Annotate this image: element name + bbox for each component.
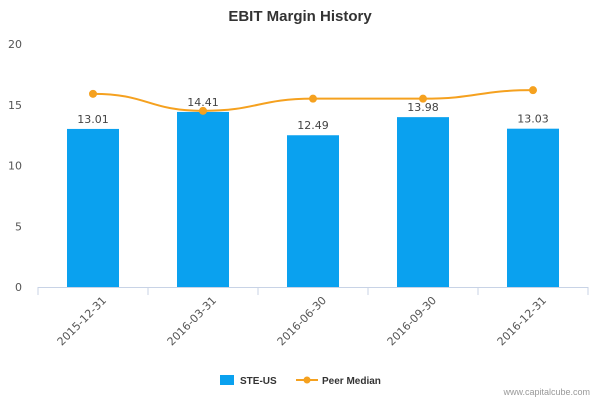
bar: [67, 128, 119, 287]
credit-text: www.capitalcube.com: [502, 387, 590, 397]
y-axis: 0 5 10 15 20: [8, 38, 22, 294]
peer-median-point: [419, 94, 427, 103]
y-tick-label: 0: [15, 281, 22, 294]
bar: [397, 117, 449, 287]
legend-swatch-ste-us: [220, 375, 234, 385]
data-labels: 13.01 14.41 12.49 13.98 13.03: [77, 96, 549, 132]
x-tick-label: 2016-06-30: [275, 294, 329, 348]
x-tick-label: 2016-09-30: [385, 294, 439, 348]
x-tick-label: 2016-03-31: [165, 294, 219, 348]
bar-data-label: 13.98: [407, 101, 439, 114]
chart-title: EBIT Margin History: [228, 8, 372, 25]
bar-data-label: 12.49: [297, 119, 329, 132]
bar: [507, 128, 559, 287]
x-axis: 2015-12-31 2016-03-31 2016-06-30 2016-09-30…: [37, 287, 589, 348]
y-tick-label: 10: [8, 160, 22, 173]
legend-label-ste-us: STE-US: [240, 376, 277, 387]
bar: [177, 111, 229, 287]
y-tick-label: 20: [8, 38, 22, 51]
peer-median-point: [309, 94, 317, 103]
x-tick-label: 2016-12-31: [495, 294, 549, 348]
y-tick-label: 15: [8, 99, 22, 112]
legend-label-peer-median: Peer Median: [322, 376, 381, 387]
legend-marker-peer-median: [303, 376, 311, 384]
y-tick-label: 5: [15, 220, 22, 233]
peer-median-point: [89, 89, 97, 98]
legend[interactable]: STE-US Peer Median: [220, 375, 381, 387]
x-tick-label: 2015-12-31: [55, 294, 109, 348]
bar-data-label: 14.41: [187, 96, 219, 109]
bar-data-label: 13.01: [77, 113, 109, 126]
peer-median-point: [199, 106, 207, 115]
bar-series: [67, 111, 559, 287]
line-series: [89, 86, 537, 115]
bar-data-label: 13.03: [517, 113, 549, 126]
peer-median-point: [529, 86, 537, 95]
bar: [287, 135, 339, 287]
